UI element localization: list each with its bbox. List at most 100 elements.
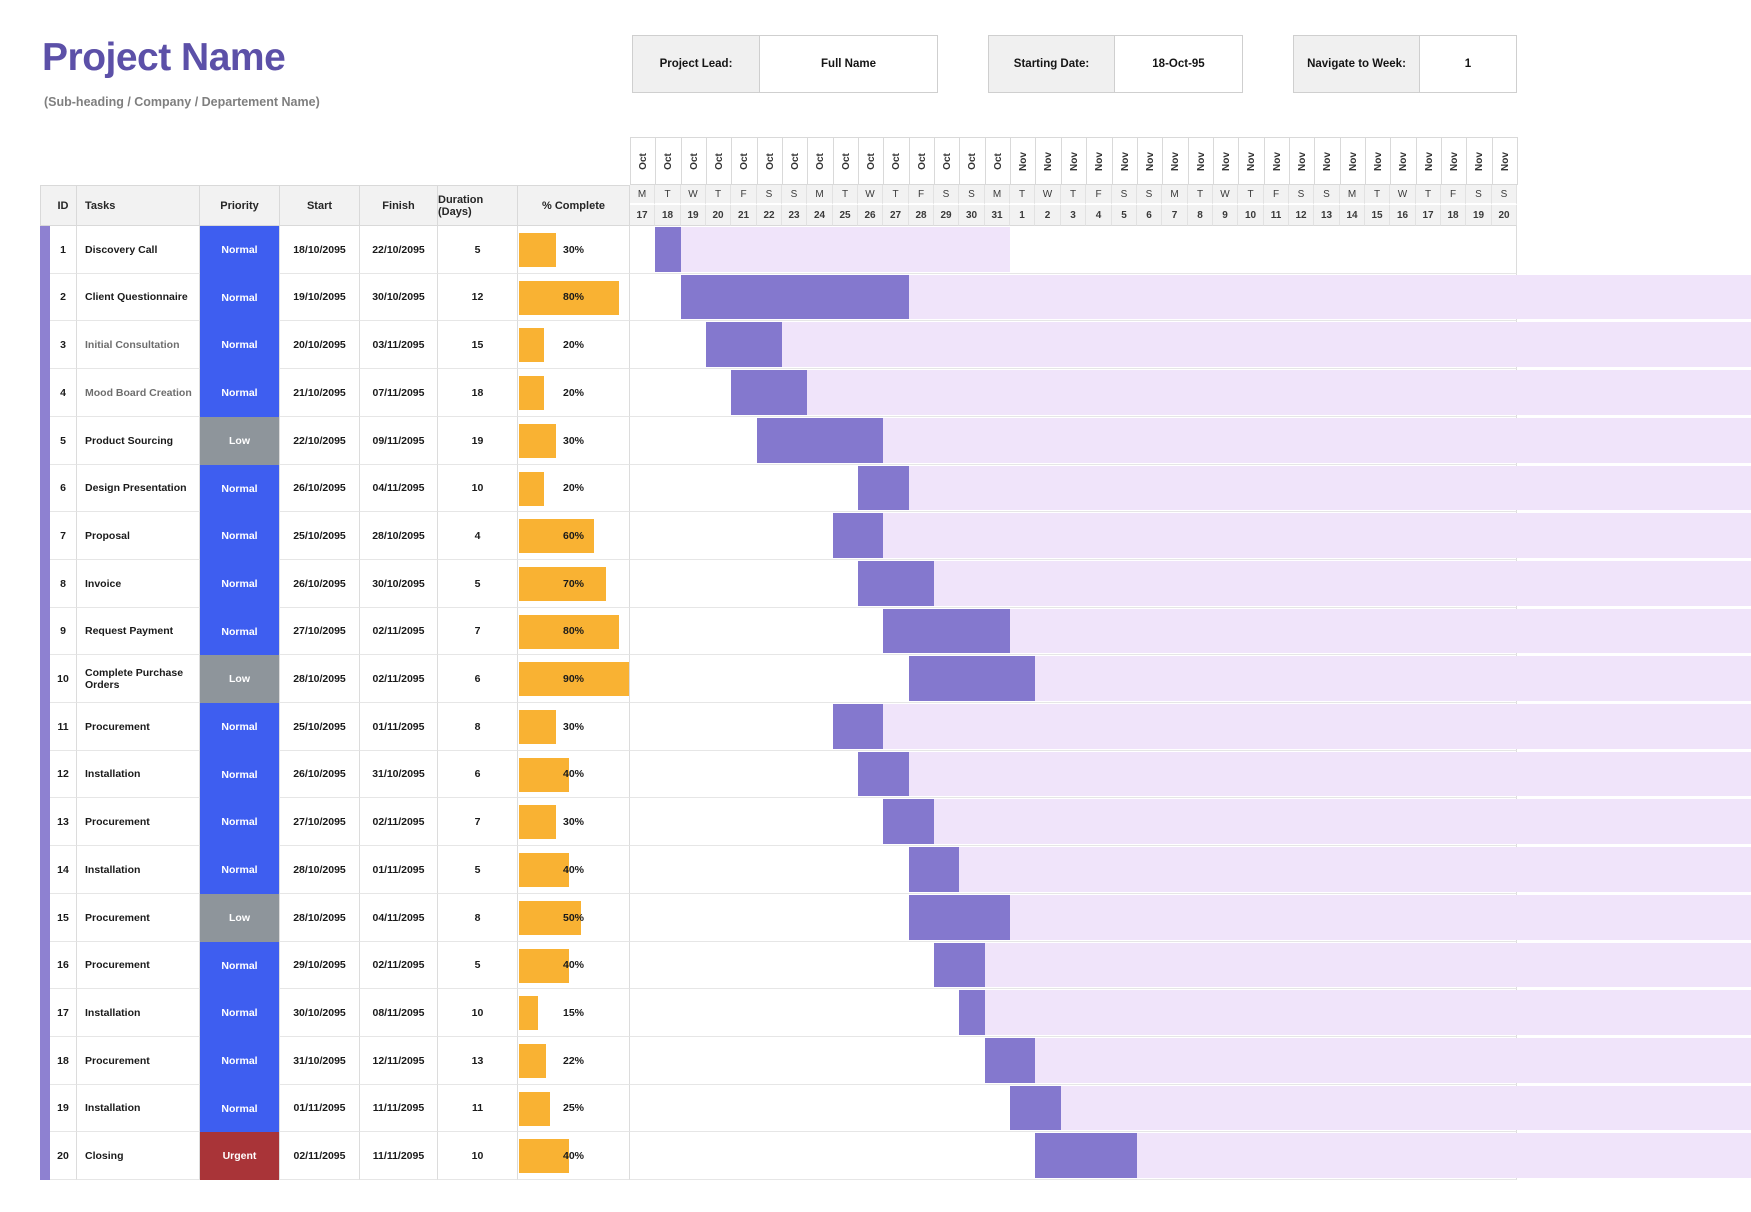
- task-start-cell[interactable]: 19/10/2095: [280, 274, 360, 321]
- task-finish-cell[interactable]: 02/11/2095: [360, 942, 438, 989]
- task-id-cell[interactable]: 10: [50, 655, 77, 703]
- task-priority-cell[interactable]: Normal: [200, 512, 280, 560]
- task-duration-cell[interactable]: 13: [438, 1037, 518, 1085]
- task-start-cell[interactable]: 30/10/2095: [280, 989, 360, 1037]
- task-duration-cell[interactable]: 15: [438, 321, 518, 369]
- task-start-cell[interactable]: 29/10/2095: [280, 942, 360, 989]
- task-id-cell[interactable]: 3: [50, 321, 77, 369]
- task-name-cell[interactable]: Installation: [77, 989, 200, 1037]
- task-start-cell[interactable]: 20/10/2095: [280, 321, 360, 369]
- task-finish-cell[interactable]: 11/11/2095: [360, 1085, 438, 1132]
- task-start-cell[interactable]: 26/10/2095: [280, 560, 360, 608]
- task-start-cell[interactable]: 27/10/2095: [280, 608, 360, 655]
- task-finish-cell[interactable]: 02/11/2095: [360, 798, 438, 846]
- starting-date-value[interactable]: 18-Oct-95: [1114, 35, 1243, 93]
- task-name-cell[interactable]: Design Presentation: [77, 465, 200, 512]
- task-start-cell[interactable]: 26/10/2095: [280, 465, 360, 512]
- task-complete-cell[interactable]: 25%: [518, 1085, 630, 1132]
- task-complete-cell[interactable]: 30%: [518, 417, 630, 465]
- task-name-cell[interactable]: Procurement: [77, 942, 200, 989]
- task-id-cell[interactable]: 15: [50, 894, 77, 942]
- task-complete-cell[interactable]: 15%: [518, 989, 630, 1037]
- task-finish-cell[interactable]: 04/11/2095: [360, 894, 438, 942]
- task-id-cell[interactable]: 18: [50, 1037, 77, 1085]
- task-finish-cell[interactable]: 28/10/2095: [360, 512, 438, 560]
- task-finish-cell[interactable]: 02/11/2095: [360, 608, 438, 655]
- task-duration-cell[interactable]: 5: [438, 942, 518, 989]
- task-name-cell[interactable]: Procurement: [77, 703, 200, 751]
- task-complete-cell[interactable]: 80%: [518, 274, 630, 321]
- task-name-cell[interactable]: Initial Consultation: [77, 321, 200, 369]
- task-complete-cell[interactable]: 30%: [518, 703, 630, 751]
- task-complete-cell[interactable]: 90%: [518, 655, 630, 703]
- task-duration-cell[interactable]: 8: [438, 703, 518, 751]
- task-id-cell[interactable]: 4: [50, 369, 77, 417]
- task-complete-cell[interactable]: 40%: [518, 1132, 630, 1180]
- task-complete-cell[interactable]: 60%: [518, 512, 630, 560]
- task-name-cell[interactable]: Proposal: [77, 512, 200, 560]
- task-id-cell[interactable]: 17: [50, 989, 77, 1037]
- task-finish-cell[interactable]: 01/11/2095: [360, 846, 438, 894]
- task-start-cell[interactable]: 25/10/2095: [280, 703, 360, 751]
- task-name-cell[interactable]: Request Payment: [77, 608, 200, 655]
- task-finish-cell[interactable]: 08/11/2095: [360, 989, 438, 1037]
- task-complete-cell[interactable]: 70%: [518, 560, 630, 608]
- task-duration-cell[interactable]: 5: [438, 560, 518, 608]
- task-name-cell[interactable]: Client Questionnaire: [77, 274, 200, 321]
- task-finish-cell[interactable]: 07/11/2095: [360, 369, 438, 417]
- task-complete-cell[interactable]: 30%: [518, 798, 630, 846]
- task-start-cell[interactable]: 25/10/2095: [280, 512, 360, 560]
- task-priority-cell[interactable]: Normal: [200, 369, 280, 417]
- task-name-cell[interactable]: Discovery Call: [77, 226, 200, 274]
- task-name-cell[interactable]: Complete Purchase Orders: [77, 655, 200, 703]
- project-lead-value[interactable]: Full Name: [759, 35, 938, 93]
- task-duration-cell[interactable]: 5: [438, 846, 518, 894]
- task-finish-cell[interactable]: 11/11/2095: [360, 1132, 438, 1180]
- task-duration-cell[interactable]: 4: [438, 512, 518, 560]
- task-name-cell[interactable]: Procurement: [77, 1037, 200, 1085]
- task-name-cell[interactable]: Procurement: [77, 798, 200, 846]
- task-complete-cell[interactable]: 20%: [518, 369, 630, 417]
- task-id-cell[interactable]: 5: [50, 417, 77, 465]
- task-start-cell[interactable]: 01/11/2095: [280, 1085, 360, 1132]
- task-start-cell[interactable]: 31/10/2095: [280, 1037, 360, 1085]
- task-name-cell[interactable]: Installation: [77, 751, 200, 798]
- task-start-cell[interactable]: 22/10/2095: [280, 417, 360, 465]
- task-priority-cell[interactable]: Normal: [200, 1037, 280, 1085]
- task-id-cell[interactable]: 19: [50, 1085, 77, 1132]
- navigate-week-value[interactable]: 1: [1419, 35, 1517, 93]
- task-priority-cell[interactable]: Normal: [200, 989, 280, 1037]
- task-finish-cell[interactable]: 22/10/2095: [360, 226, 438, 274]
- task-id-cell[interactable]: 12: [50, 751, 77, 798]
- task-start-cell[interactable]: 26/10/2095: [280, 751, 360, 798]
- task-duration-cell[interactable]: 5: [438, 226, 518, 274]
- task-finish-cell[interactable]: 30/10/2095: [360, 560, 438, 608]
- task-id-cell[interactable]: 16: [50, 942, 77, 989]
- task-id-cell[interactable]: 20: [50, 1132, 77, 1180]
- task-duration-cell[interactable]: 10: [438, 1132, 518, 1180]
- task-name-cell[interactable]: Installation: [77, 846, 200, 894]
- task-duration-cell[interactable]: 8: [438, 894, 518, 942]
- task-name-cell[interactable]: Mood Board Creation: [77, 369, 200, 417]
- task-duration-cell[interactable]: 10: [438, 465, 518, 512]
- task-duration-cell[interactable]: 7: [438, 608, 518, 655]
- task-priority-cell[interactable]: Normal: [200, 703, 280, 751]
- task-priority-cell[interactable]: Low: [200, 417, 280, 465]
- task-priority-cell[interactable]: Normal: [200, 321, 280, 369]
- task-complete-cell[interactable]: 30%: [518, 226, 630, 274]
- task-priority-cell[interactable]: Normal: [200, 465, 280, 512]
- task-complete-cell[interactable]: 40%: [518, 751, 630, 798]
- task-complete-cell[interactable]: 50%: [518, 894, 630, 942]
- task-start-cell[interactable]: 28/10/2095: [280, 655, 360, 703]
- task-start-cell[interactable]: 02/11/2095: [280, 1132, 360, 1180]
- task-priority-cell[interactable]: Normal: [200, 608, 280, 655]
- task-name-cell[interactable]: Installation: [77, 1085, 200, 1132]
- task-priority-cell[interactable]: Normal: [200, 942, 280, 989]
- task-priority-cell[interactable]: Normal: [200, 1085, 280, 1132]
- task-name-cell[interactable]: Invoice: [77, 560, 200, 608]
- task-id-cell[interactable]: 9: [50, 608, 77, 655]
- task-name-cell[interactable]: Procurement: [77, 894, 200, 942]
- task-start-cell[interactable]: 28/10/2095: [280, 846, 360, 894]
- task-priority-cell[interactable]: Normal: [200, 274, 280, 321]
- task-start-cell[interactable]: 18/10/2095: [280, 226, 360, 274]
